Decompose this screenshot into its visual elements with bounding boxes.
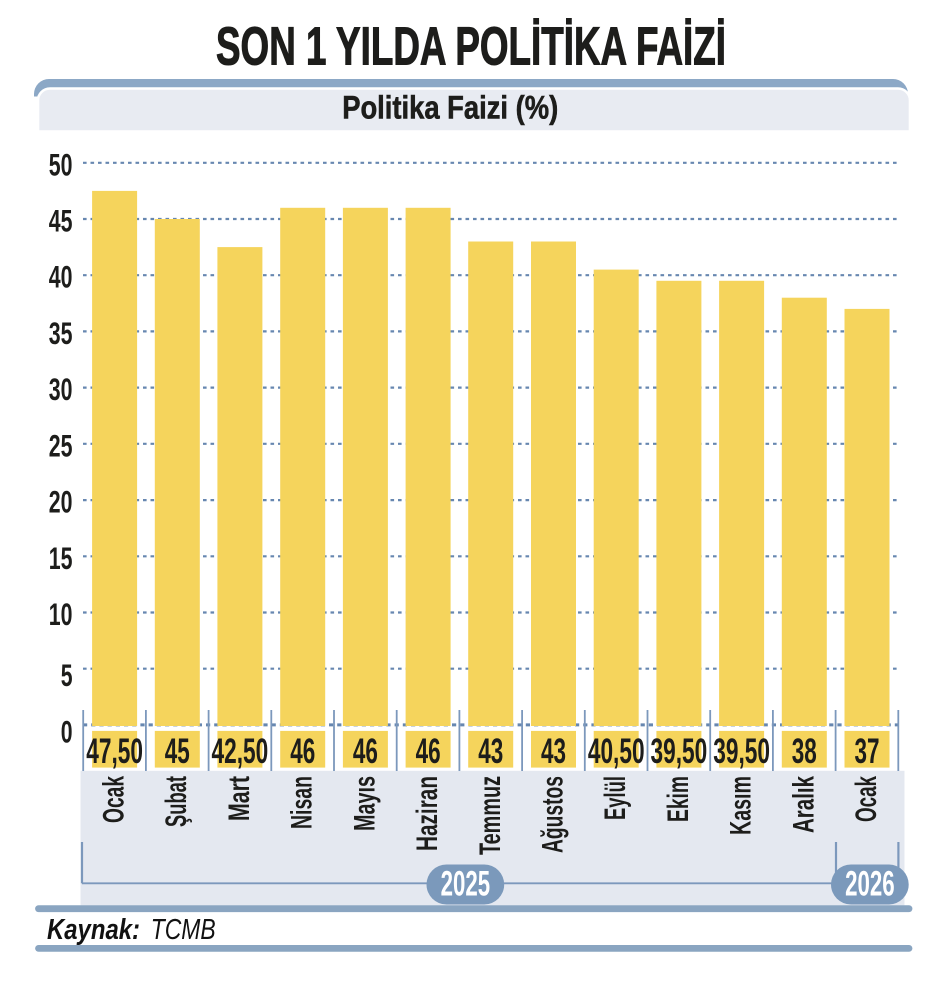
svg-text:25: 25 xyxy=(49,428,73,463)
svg-text:38: 38 xyxy=(792,732,817,771)
svg-text:Politika Faizi (%): Politika Faizi (%) xyxy=(342,90,558,126)
svg-text:2026: 2026 xyxy=(845,865,895,904)
svg-text:Nisan: Nisan xyxy=(286,776,319,829)
svg-text:0: 0 xyxy=(61,714,73,749)
svg-text:45: 45 xyxy=(165,732,190,771)
svg-text:Temmuz: Temmuz xyxy=(474,776,507,855)
svg-text:35: 35 xyxy=(49,316,73,351)
svg-text:Kasım: Kasım xyxy=(725,776,758,835)
svg-text:Kaynak:TCMB: Kaynak: TCMB xyxy=(47,914,216,946)
svg-text:Eylül: Eylül xyxy=(599,776,632,820)
svg-text:39,50: 39,50 xyxy=(713,732,770,771)
svg-text:46: 46 xyxy=(416,732,441,771)
svg-text:Ağustos: Ağustos xyxy=(537,776,570,853)
svg-text:50: 50 xyxy=(49,147,73,182)
svg-text:Ocak: Ocak xyxy=(98,776,131,823)
svg-text:SON 1 YILDA POLİTİKA FAİZİ: SON 1 YILDA POLİTİKA FAİZİ xyxy=(216,17,726,76)
svg-text:Haziran: Haziran xyxy=(411,776,444,851)
svg-text:2025: 2025 xyxy=(441,865,491,904)
svg-text:Ocak: Ocak xyxy=(850,776,883,822)
svg-text:Aralık: Aralık xyxy=(787,776,820,833)
svg-text:20: 20 xyxy=(49,485,73,520)
svg-text:43: 43 xyxy=(541,732,566,771)
svg-text:5: 5 xyxy=(61,658,73,693)
svg-text:10: 10 xyxy=(49,597,73,632)
svg-text:Şubat: Şubat xyxy=(160,776,193,827)
svg-text:40: 40 xyxy=(49,260,73,295)
svg-text:Ekim: Ekim xyxy=(662,776,695,822)
svg-text:43: 43 xyxy=(478,732,503,771)
svg-text:15: 15 xyxy=(49,541,73,576)
svg-text:42,50: 42,50 xyxy=(212,732,269,771)
svg-text:46: 46 xyxy=(353,732,378,771)
svg-text:40,50: 40,50 xyxy=(588,732,645,771)
svg-text:30: 30 xyxy=(49,372,73,407)
svg-text:Mart: Mart xyxy=(223,776,256,821)
svg-text:39,50: 39,50 xyxy=(651,732,708,771)
svg-text:45: 45 xyxy=(49,204,73,239)
svg-text:47,50: 47,50 xyxy=(86,732,143,771)
svg-text:46: 46 xyxy=(290,732,315,771)
svg-text:37: 37 xyxy=(855,732,880,771)
svg-text:Mayıs: Mayıs xyxy=(348,776,381,831)
